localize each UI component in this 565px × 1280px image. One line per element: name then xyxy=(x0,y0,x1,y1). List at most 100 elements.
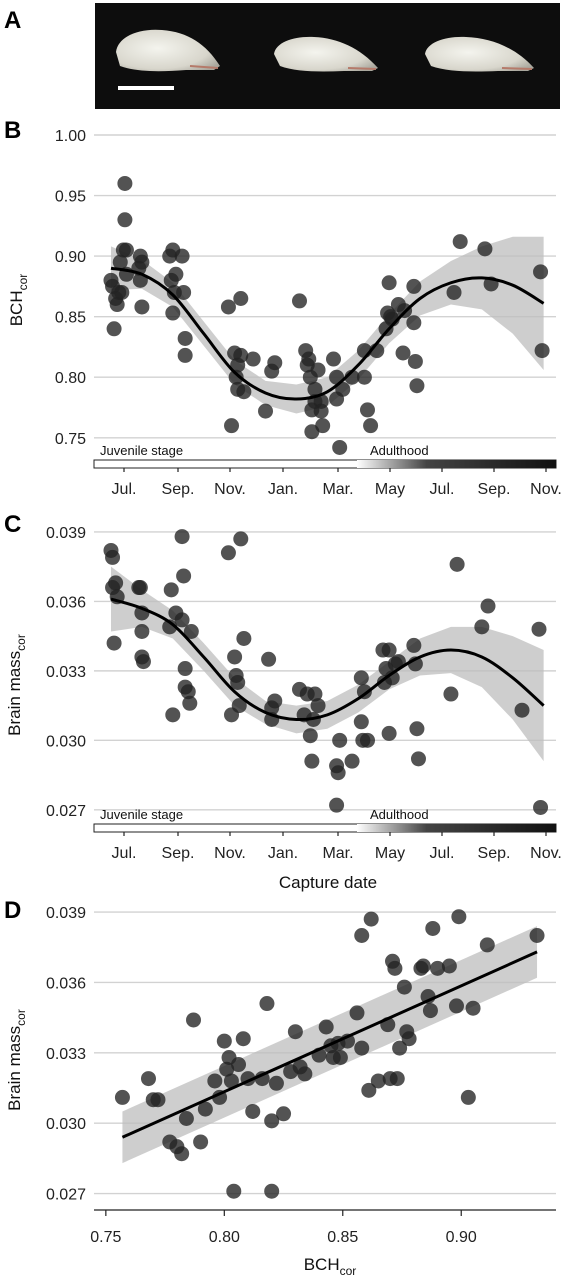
c-data-point xyxy=(134,624,150,640)
c-x-axis-title: Capture date xyxy=(279,873,377,892)
d-data-point xyxy=(332,1050,348,1065)
b-x-tick-labels: Jul. Sep. Nov. Jan. Mar. May Jul. Sep. Nov. xyxy=(112,468,562,498)
b-data-point xyxy=(165,305,181,321)
d-y-tick-label: 0.030 xyxy=(46,1116,86,1133)
c-data-point xyxy=(182,695,198,711)
c-data-point xyxy=(233,531,249,547)
b-data-point xyxy=(533,264,549,280)
c-x-tick-label: Sep. xyxy=(478,845,511,862)
b-data-point xyxy=(233,347,249,363)
d-y-tick-label: 0.033 xyxy=(46,1046,86,1063)
d-data-point xyxy=(219,1061,235,1077)
c-data-point xyxy=(410,751,426,767)
b-data-point xyxy=(406,315,422,331)
b-y-axis-title: BCHcor xyxy=(7,274,30,327)
d-data-point xyxy=(354,928,370,943)
d-data-point xyxy=(479,937,495,953)
c-data-point xyxy=(165,707,181,723)
c-x-tick-label: Nov. xyxy=(530,845,562,862)
c-x-tick-labels: Jul. Sep. Nov. Jan. Mar. May Jul. Sep. Nov. xyxy=(112,832,562,862)
skull-image-2 xyxy=(274,36,378,72)
b-juvenile-label: Juvenile stage xyxy=(100,443,183,458)
d-data-point xyxy=(193,1134,209,1150)
c-data-point xyxy=(176,568,192,584)
d-data-point xyxy=(392,1040,408,1056)
d-data-point xyxy=(287,1024,303,1040)
c-data-point xyxy=(443,686,459,702)
panel-letter-b: B xyxy=(4,117,21,144)
d-data-point xyxy=(223,1073,239,1089)
b-x-tick-label: Nov. xyxy=(530,481,562,498)
d-data-point xyxy=(264,1183,280,1199)
d-x-axis-title: BCHcor xyxy=(304,1255,357,1278)
c-fit-line xyxy=(110,597,545,722)
c-data-point xyxy=(163,582,179,598)
c-gridlines xyxy=(94,531,556,811)
b-data-point xyxy=(307,381,323,397)
d-data-point xyxy=(387,960,403,976)
b-data-point xyxy=(363,418,379,434)
d-data-point xyxy=(465,1000,481,1016)
c-adulthood-bar xyxy=(357,824,556,832)
c-x-tick-label: Jul. xyxy=(112,845,137,862)
b-fit-line xyxy=(110,266,545,401)
b-data-point xyxy=(406,278,422,294)
b-data-point xyxy=(174,248,190,264)
d-data-point xyxy=(259,996,275,1012)
d-data-point xyxy=(441,958,457,974)
c-data-point xyxy=(310,698,326,714)
b-data-point xyxy=(325,351,341,367)
d-data-point xyxy=(114,1089,130,1105)
d-data-point xyxy=(245,1103,261,1119)
c-y-tick-label: 0.027 xyxy=(46,803,86,820)
panel-letter-a: A xyxy=(4,7,21,34)
c-data-point xyxy=(480,598,496,614)
b-data-point xyxy=(117,212,133,228)
d-x-tick-label: 0.75 xyxy=(90,1229,121,1246)
c-stage-bar: Juvenile stage Adulthood xyxy=(93,807,557,833)
d-data-point xyxy=(140,1071,156,1087)
d-data-point xyxy=(178,1111,194,1126)
b-ci-band xyxy=(110,236,544,414)
b-confidence-band xyxy=(110,236,544,414)
b-data-points xyxy=(103,175,550,455)
c-data-point xyxy=(132,580,148,596)
b-y-tick-label: 0.75 xyxy=(55,431,86,448)
b-data-point xyxy=(233,291,249,306)
b-data-point xyxy=(245,351,261,367)
b-data-point xyxy=(292,293,308,309)
b-x-tick-label: May xyxy=(375,481,405,498)
b-stage-bar: Juvenile stage Adulthood xyxy=(93,443,557,469)
d-data-point xyxy=(430,960,446,976)
c-y-axis-title: Brain masscor xyxy=(5,634,28,736)
b-data-point xyxy=(258,403,274,419)
c-data-point xyxy=(230,674,246,690)
d-data-point xyxy=(389,1071,405,1087)
b-fit-curve xyxy=(110,266,545,401)
b-data-point xyxy=(134,299,150,315)
skull-image-1 xyxy=(116,29,220,72)
c-fit-curve xyxy=(110,597,545,722)
b-y-tick-label: 0.85 xyxy=(55,310,86,327)
d-data-point xyxy=(186,1012,202,1028)
c-data-point xyxy=(302,728,318,744)
d-data-point xyxy=(150,1092,166,1108)
c-x-tick-label: Nov. xyxy=(214,845,246,862)
b-y-tick-label: 1.00 xyxy=(55,128,86,145)
b-data-point xyxy=(310,362,326,378)
d-data-point xyxy=(216,1033,232,1049)
d-x-tick-labels: 0.75 0.80 0.85 0.90 xyxy=(90,1210,477,1246)
b-adulthood-bar xyxy=(357,460,556,468)
b-data-point xyxy=(407,353,423,369)
d-x-tick-label: 0.85 xyxy=(327,1229,358,1246)
c-x-tick-label: Sep. xyxy=(162,845,195,862)
d-data-point xyxy=(425,920,441,936)
c-data-point xyxy=(261,651,277,667)
b-data-point xyxy=(267,355,283,371)
b-x-tick-label: Mar. xyxy=(322,481,353,498)
b-data-point xyxy=(168,266,184,282)
c-y-tick-label: 0.036 xyxy=(46,594,86,611)
b-data-point xyxy=(534,343,550,359)
c-data-point xyxy=(533,799,549,815)
